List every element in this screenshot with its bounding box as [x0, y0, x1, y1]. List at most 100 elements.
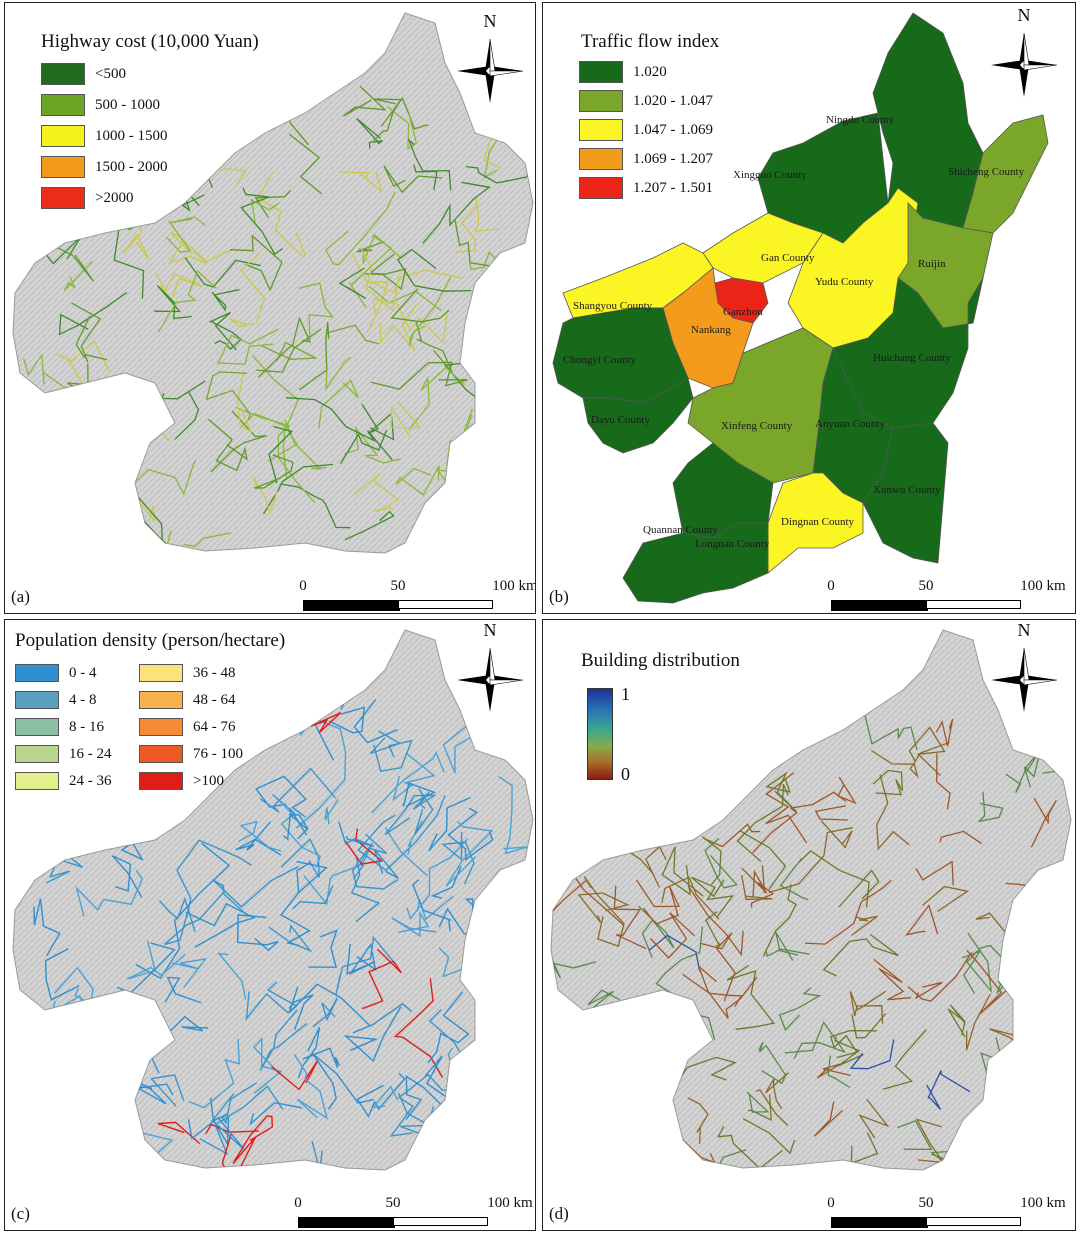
- county-label: Ningdu County: [826, 114, 895, 126]
- road-segment: [34, 497, 74, 531]
- road-segment: [176, 839, 252, 918]
- road-segment: [212, 865, 300, 917]
- road-segment: [765, 1072, 790, 1110]
- road-segment: [259, 1009, 308, 1072]
- scale-tick-50: 50: [385, 1195, 401, 1211]
- legend-label: <500: [95, 65, 126, 82]
- road-segment: [135, 842, 231, 980]
- road-segment: [372, 298, 448, 344]
- road-segment: [338, 821, 375, 848]
- scale-bar: 0 50 100 km: [827, 1195, 1066, 1230]
- scale-tick-50: 50: [390, 578, 406, 594]
- road-segment: [491, 911, 523, 971]
- road-segment: [298, 322, 330, 391]
- road-segment: [741, 865, 766, 894]
- road-segment: [765, 771, 797, 812]
- road-segment: [131, 492, 156, 523]
- legend-item: 4 - 8: [15, 691, 97, 709]
- road-segment: [285, 397, 393, 461]
- road-segment: [280, 890, 311, 947]
- road-segment: [551, 880, 587, 931]
- county-shicheng: [962, 114, 1049, 234]
- road-segment: [172, 958, 208, 988]
- road-segment: [63, 260, 93, 292]
- road-segment: [112, 381, 157, 400]
- road-segment: [241, 717, 291, 738]
- legend-item: 16 - 24: [15, 745, 112, 763]
- road-segment: [293, 1053, 328, 1120]
- road-segment: [71, 302, 102, 363]
- road-segment: [257, 316, 312, 378]
- road-segment: [36, 1021, 92, 1060]
- road-segment: [915, 860, 954, 886]
- road-segment: [698, 727, 731, 769]
- road-segment: [352, 472, 399, 513]
- road-segment: [468, 251, 516, 278]
- road-segment: [1036, 945, 1071, 981]
- road-segment: [351, 833, 399, 890]
- road-segment: [871, 741, 950, 779]
- road-segment: [406, 838, 469, 921]
- road-segment: [100, 484, 117, 542]
- road-segment: [252, 1036, 283, 1094]
- compass-icon: [457, 38, 524, 103]
- road-segment: [267, 424, 298, 479]
- road-segment: [710, 764, 746, 792]
- county-label: Ganzhou: [723, 306, 763, 318]
- legend-item: 1.047 - 1.069: [579, 119, 713, 141]
- road-segment: [311, 1052, 374, 1110]
- road-segment: [864, 715, 918, 750]
- road-segment: [609, 709, 657, 800]
- road-segment: [447, 457, 471, 514]
- road-segment: [187, 1116, 245, 1150]
- county-xunwu: [862, 422, 949, 564]
- road-segment: [495, 993, 533, 1043]
- road-segment: [758, 1041, 787, 1085]
- panel-label: (c): [11, 1204, 30, 1223]
- road-segment: [249, 1101, 302, 1126]
- road-segment: [648, 769, 678, 807]
- road-segment: [762, 884, 797, 957]
- road-segment: [935, 718, 954, 747]
- legend-item: 1000 - 1500: [41, 125, 168, 147]
- county-label: Dayu County: [591, 414, 650, 426]
- road-segment: [353, 699, 398, 744]
- road-segment: [262, 463, 334, 515]
- legend-label: 1.207 - 1.501: [633, 179, 713, 196]
- road-segment: [101, 417, 141, 447]
- road-segment: [447, 807, 494, 861]
- road-segment: [237, 679, 282, 716]
- county-label: Huichang County: [873, 352, 951, 364]
- road-segment: [701, 835, 722, 886]
- legend-title: Building distribution: [581, 650, 740, 671]
- legend-swatch: [15, 664, 59, 682]
- road-segment: [166, 220, 192, 253]
- legend-swatch: [41, 187, 85, 209]
- road-segment: [661, 846, 704, 897]
- road-segment: [980, 1037, 1003, 1075]
- road-segment: [209, 106, 246, 153]
- road-segment: [356, 117, 383, 149]
- road-segment: [188, 1038, 240, 1109]
- north-arrow: N: [979, 620, 1069, 720]
- road-segment: [88, 518, 148, 542]
- scale-tick-0: 0: [827, 578, 835, 594]
- legend-label: 24 - 36: [69, 772, 112, 789]
- road-segment: [428, 796, 471, 852]
- road-segment: [851, 915, 878, 936]
- road-segment: [207, 418, 248, 472]
- legend-label: 4 - 8: [69, 691, 97, 708]
- road-segment: [650, 912, 695, 959]
- road-segment: [302, 1047, 341, 1068]
- road-segment: [850, 1132, 879, 1165]
- road-segment: [631, 795, 681, 827]
- road-segment: [387, 106, 418, 150]
- road-segment: [299, 1150, 323, 1170]
- road-segment: [268, 425, 294, 484]
- road-segment: [357, 795, 446, 872]
- road-segment: [498, 776, 528, 855]
- road-segment: [755, 1089, 789, 1126]
- legend-label: >100: [193, 772, 224, 789]
- road-segment: [46, 847, 84, 884]
- road-segment: [430, 865, 462, 899]
